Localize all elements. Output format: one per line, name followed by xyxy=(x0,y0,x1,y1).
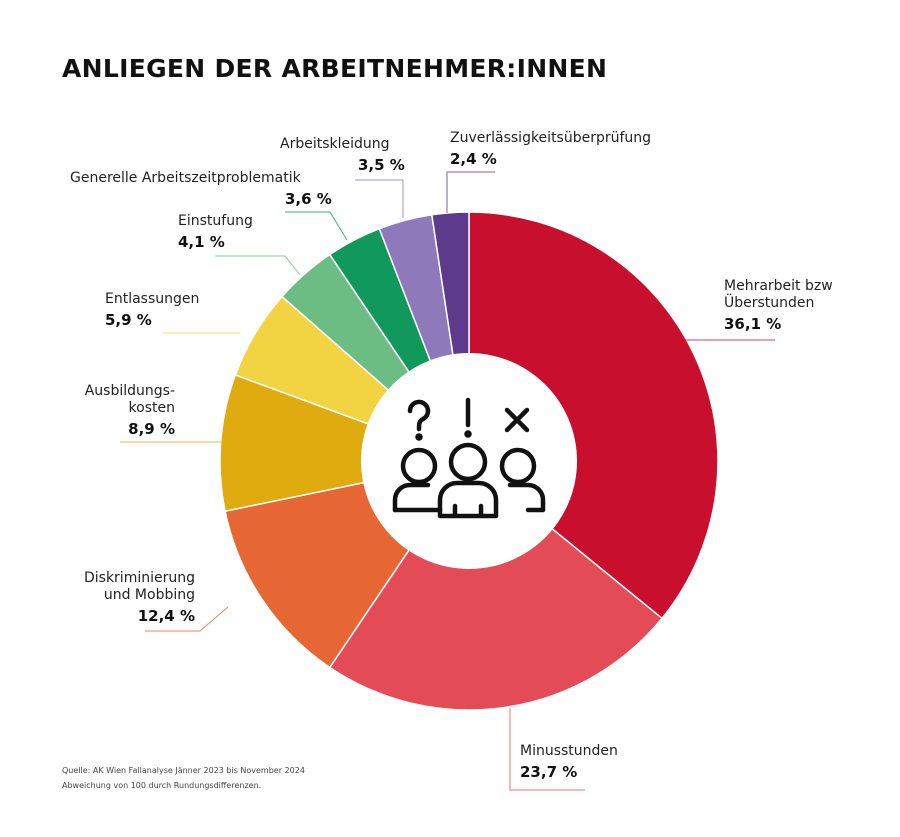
slice-label: Minusstunden xyxy=(520,743,618,759)
leader-line xyxy=(145,606,229,632)
slice-value: 12,4 % xyxy=(138,607,195,625)
slice-value: 3,5 % xyxy=(358,156,405,174)
leader-line xyxy=(215,255,301,276)
label-5: Einstufung 4,1 % xyxy=(178,213,301,276)
leader-line xyxy=(355,179,404,218)
people-question-exclamation-cross-icon xyxy=(392,397,546,519)
slice-label: Einstufung xyxy=(178,213,253,229)
label-8: Zuverlässigkeitsüberprüfung 2,4 % xyxy=(446,130,651,213)
leader-line xyxy=(659,329,775,341)
label-6: Generelle Arbeitszeitproblematik 3,6 % xyxy=(70,170,348,241)
chart-title: ANLIEGEN DER ARBEITNEHMER:INNEN xyxy=(62,54,608,83)
source-note: Quelle: AK Wien Fallanalyse Jänner 2023 … xyxy=(62,766,305,775)
slice-label: Ausbildungs- xyxy=(85,383,175,399)
label-4: Entlassungen 5,9 % xyxy=(105,291,240,334)
slice-label: kosten xyxy=(129,400,175,416)
slice-value: 5,9 % xyxy=(105,311,152,329)
label-1: Minusstunden 23,7 % xyxy=(509,708,618,791)
slice-value: 3,6 % xyxy=(285,190,332,208)
slice-label: Arbeitskleidung xyxy=(280,136,390,152)
rounding-note: Abweichung von 100 durch Rundungsdiffere… xyxy=(62,781,262,790)
slice-value: 4,1 % xyxy=(178,233,225,251)
slice-label: Diskriminierung xyxy=(84,570,195,586)
slice-value: 36,1 % xyxy=(724,315,781,333)
slice-label: und Mobbing xyxy=(104,587,195,603)
leader-line xyxy=(285,211,348,241)
slice-value: 8,9 % xyxy=(128,420,175,438)
slice-value: 23,7 % xyxy=(520,763,577,781)
leader-line xyxy=(509,708,585,791)
label-7: Arbeitskleidung 3,5 % xyxy=(280,136,405,218)
slice-label: Überstunden xyxy=(724,293,814,311)
slice-label: Mehrarbeit bzw xyxy=(724,278,833,294)
slice-label: Zuverlässigkeitsüberprüfung xyxy=(450,130,651,146)
slice-label: Generelle Arbeitszeitproblematik xyxy=(70,170,302,186)
slice-0 xyxy=(468,211,719,620)
slice-value: 2,4 % xyxy=(450,150,497,168)
donut-hole xyxy=(361,353,577,569)
leader-line xyxy=(446,171,495,213)
slice-1 xyxy=(328,459,664,711)
label-3: Ausbildungs-kosten 8,9 % xyxy=(85,383,222,443)
slice-label: Entlassungen xyxy=(105,291,199,307)
